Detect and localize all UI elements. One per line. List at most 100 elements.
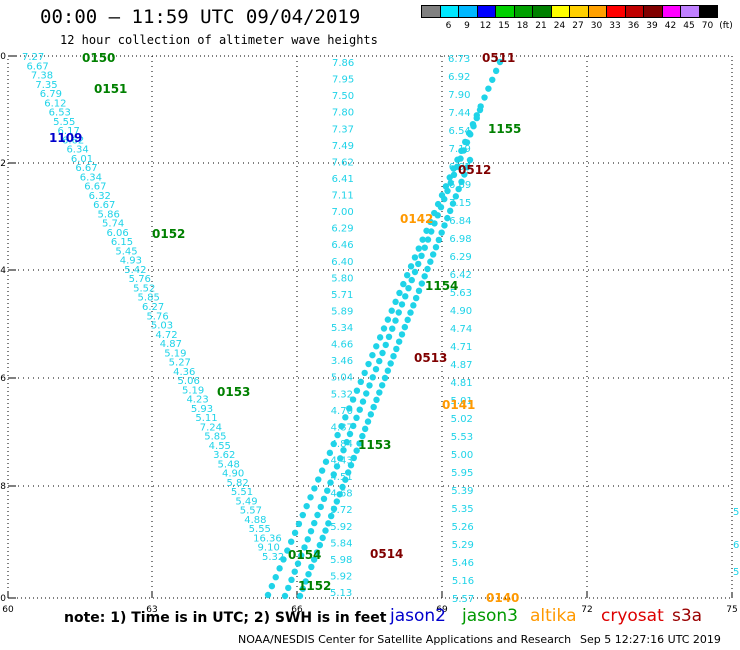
satellite-legend-altika: altika (530, 606, 577, 626)
lat-tick-label: -20 (0, 52, 6, 62)
track-a-wave-height: 6.01 (71, 154, 93, 165)
swath-1154 (366, 382, 373, 389)
swath-1153 (461, 171, 468, 178)
swath-1154 (447, 179, 454, 187)
swath-1155 (419, 236, 426, 243)
swath-1153 (359, 432, 366, 440)
track-b-wave-height: 5.04 (331, 373, 353, 384)
swath-1154 (291, 568, 298, 575)
swath-1154 (424, 236, 432, 243)
track-a-wave-height: 5.42 (124, 265, 146, 276)
track-a-wave-height: 6.32 (89, 191, 111, 202)
track-a-wave-height: 5.76 (146, 311, 168, 322)
swath-1154 (392, 317, 399, 324)
swath-1155 (411, 254, 419, 261)
swath-1153 (378, 382, 386, 389)
swath-1153 (458, 178, 465, 185)
track-a-wave-height: 6.67 (26, 61, 48, 72)
swath-1154 (311, 519, 318, 527)
map-title: 00:00 – 11:59 UTC 09/04/2019 (40, 6, 361, 28)
pass-id-label: 0511 (482, 51, 515, 65)
swath-1154 (372, 366, 380, 373)
track-c-wave-height: 6.29 (449, 252, 471, 263)
track-c-wave-height: 5.01 (451, 396, 473, 407)
track-c-wave-height: 4.74 (450, 324, 472, 335)
swath-1155 (481, 94, 488, 101)
track-b-wave-height: 6.46 (331, 240, 353, 251)
swath-1153 (356, 440, 363, 447)
swath-1154 (343, 438, 350, 446)
swath-1155 (404, 272, 411, 279)
lat-tick-label: -26 (0, 374, 6, 384)
swath-1154 (356, 406, 363, 413)
colorbar-level-label: 21 (535, 21, 547, 31)
lon-tick-label: 63 (146, 605, 157, 615)
swath-1155 (353, 387, 361, 394)
footnote: note: 1) Time is in UTC; 2) SWH is in fe… (64, 610, 387, 626)
track-a-wave-height: 5.06 (178, 376, 200, 387)
swath-1154 (324, 487, 331, 494)
track-c-wave-height: 5.63 (450, 288, 472, 299)
swath-1154 (431, 220, 438, 227)
track-b-wave-height: 7.86 (332, 58, 354, 69)
track-c-wave-height: 5.00 (451, 450, 473, 461)
swath-1153 (407, 309, 414, 316)
track-b-wave-height: 5.92 (330, 571, 352, 582)
track-c-wave-height: 6.69 (449, 180, 471, 191)
lon-tick-label: 75 (726, 605, 737, 615)
lon-tick-label: 69 (436, 605, 448, 615)
track-c-wave-height: 6.73 (448, 54, 470, 65)
swath-1153 (427, 258, 434, 265)
track-c-wave-height: 5.57 (452, 594, 474, 605)
track-a-wave-height: 5.32 (262, 552, 284, 563)
swath-1153 (330, 505, 338, 512)
swath-1155 (318, 467, 326, 474)
track-a-wave-height: 5.48 (218, 459, 240, 470)
swath-1153 (367, 411, 375, 418)
track-a-wave-height: 5.45 (115, 246, 137, 257)
lon-tick-label: 60 (2, 605, 14, 615)
swath-1155 (268, 582, 276, 590)
swath-1154 (340, 447, 347, 454)
swath-1155 (330, 440, 337, 448)
swath-1154 (320, 495, 328, 502)
swath-1153 (319, 534, 326, 542)
track-b-wave-height: 5.13 (330, 588, 352, 599)
swath-1154 (376, 357, 383, 365)
swath-1155 (338, 423, 345, 430)
colorbar-level-label: 42 (664, 21, 677, 31)
swath-1153 (395, 338, 403, 345)
colorbar-level-label: 12 (479, 21, 492, 31)
swath-1155 (380, 325, 388, 332)
swath-1155 (342, 414, 349, 421)
swath-1155 (373, 343, 380, 350)
track-a-wave-height: 6.27 (142, 302, 164, 313)
swath-1155 (485, 85, 492, 92)
swath-1154 (301, 544, 308, 551)
track-c-wave-height: 6.54 (449, 126, 471, 137)
swath-1155 (322, 458, 330, 465)
swath-1154 (346, 430, 354, 438)
pass-id-label: 1109 (49, 131, 82, 145)
track-a-wave-height: 5.76 (129, 274, 151, 285)
pass-id-label: 1154 (425, 279, 458, 293)
track-c-wave-height: 5.02 (451, 414, 473, 425)
track-b-wave-height: 7.37 (332, 124, 354, 135)
swath-1155 (400, 280, 407, 288)
swath-1153 (441, 222, 448, 229)
swath-1153 (455, 185, 462, 193)
pass-id-label: 0140 (486, 591, 519, 605)
track-a-wave-height: 3.62 (213, 450, 235, 461)
swath-1155 (307, 494, 314, 501)
track-a-wave-height: 7.38 (31, 71, 53, 82)
swath-1153 (421, 273, 428, 280)
swath-1154 (437, 204, 445, 211)
lat-tick-label: -24 (0, 266, 6, 276)
swath-1154 (408, 276, 415, 284)
swath-1153 (350, 454, 358, 462)
track-a-wave-height: 16.36 (253, 533, 282, 544)
swath-1153 (432, 244, 440, 251)
pass-id-label: 0154 (288, 548, 321, 562)
track-a-wave-height: 4.36 (173, 367, 195, 378)
track-b-wave-height: 6.40 (331, 257, 353, 268)
